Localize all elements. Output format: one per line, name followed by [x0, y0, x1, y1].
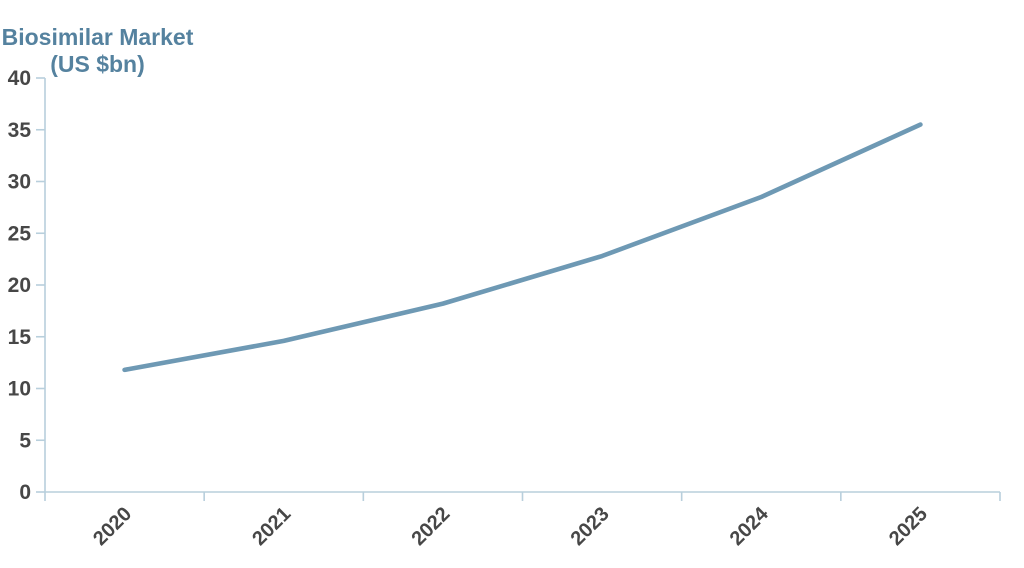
x-tick-label: 2020 — [89, 503, 136, 550]
y-tick-label: 40 — [8, 67, 31, 90]
x-tick-label: 2025 — [885, 503, 932, 550]
x-tick-label: 2024 — [726, 502, 774, 550]
x-tick-label: 2021 — [248, 503, 295, 550]
chart-title-line1: Biosimilar Market — [1, 24, 194, 50]
y-tick-label: 0 — [19, 481, 31, 504]
chart-title-line2: (US $bn) — [50, 51, 145, 77]
y-tick-label: 10 — [8, 378, 31, 401]
x-tick-label: 2022 — [407, 503, 454, 550]
chart-title: Biosimilar Market (US $bn) — [0, 24, 195, 78]
y-tick-label: 35 — [8, 119, 32, 142]
y-tick-label: 25 — [8, 222, 32, 245]
y-tick-label: 20 — [8, 274, 31, 297]
y-tick-label: 15 — [8, 326, 32, 349]
x-tick-label: 2023 — [567, 503, 614, 550]
y-tick-label: 5 — [19, 429, 31, 452]
y-tick-label: 30 — [8, 171, 31, 194]
data-series-line — [122, 122, 923, 373]
